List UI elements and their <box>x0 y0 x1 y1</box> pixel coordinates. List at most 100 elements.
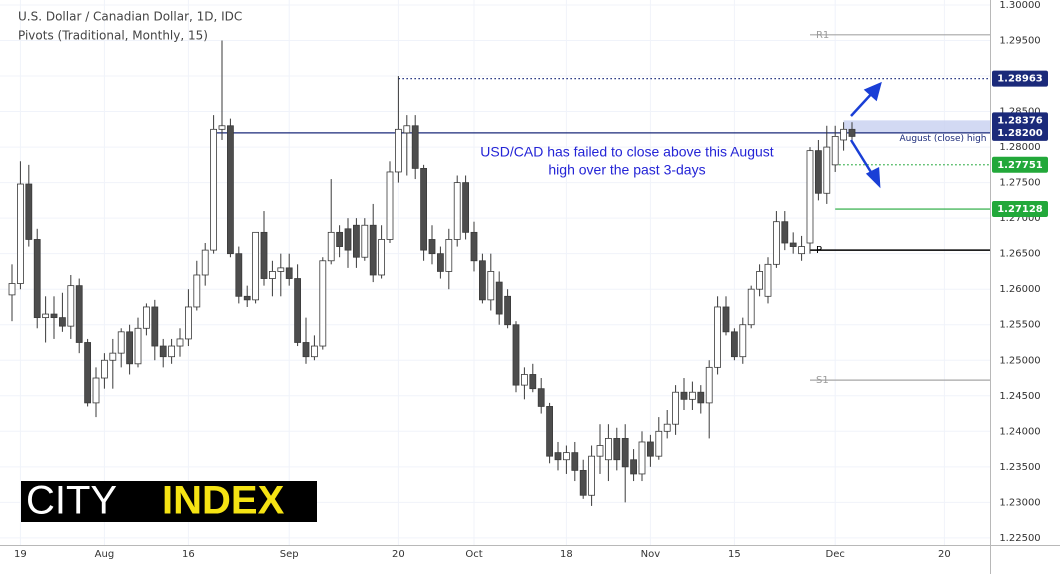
y-tick-label: 1.25000 <box>999 355 1040 366</box>
candle-body <box>353 224 360 258</box>
x-tick-label: Aug <box>95 549 115 560</box>
arrow-up-head <box>863 81 882 102</box>
candle-body <box>479 260 486 301</box>
candle-body <box>848 128 856 137</box>
candle-body <box>823 146 831 194</box>
candle-body <box>235 253 243 297</box>
price-label: 1.28963 <box>997 74 1043 85</box>
candle-body <box>411 125 419 169</box>
price-label-box <box>992 156 1048 173</box>
candle-body <box>495 281 503 315</box>
candle-body <box>546 406 553 457</box>
candle-body <box>84 342 92 404</box>
candle-body <box>109 352 117 361</box>
candle-body <box>512 324 520 386</box>
candle-body <box>621 438 629 468</box>
candle-body <box>277 267 285 272</box>
candle-body <box>386 171 394 240</box>
candle-body <box>571 452 579 471</box>
candle-body <box>806 150 814 244</box>
candle-body <box>327 231 335 262</box>
candle-body <box>537 388 545 407</box>
candle-body <box>772 221 780 265</box>
candle-body <box>655 430 663 457</box>
y-tick-label: 1.24500 <box>999 391 1040 402</box>
candle-body <box>814 150 822 194</box>
candle-body <box>8 283 16 296</box>
candle-body <box>840 128 847 141</box>
candle-body <box>428 239 436 255</box>
candle-body <box>596 445 604 457</box>
x-tick-label: 18 <box>560 549 573 560</box>
candle-body <box>714 306 721 368</box>
y-tick-label: 1.23500 <box>999 462 1040 473</box>
price-label-box <box>992 70 1048 87</box>
candle-body <box>445 239 453 272</box>
candle-body <box>529 374 537 390</box>
candle-body <box>17 183 24 284</box>
candle-body <box>126 331 134 365</box>
y-tick-label: 1.26500 <box>999 249 1040 260</box>
candle-body <box>688 391 696 400</box>
candle-body <box>294 278 302 343</box>
y-tick-label: 1.25500 <box>999 320 1040 331</box>
pivot-label: R1 <box>816 30 829 41</box>
candle-body <box>562 452 570 461</box>
annotation: USD/CAD has failed to close above this A… <box>480 144 773 160</box>
candle-body <box>663 423 671 432</box>
candle-body <box>520 374 528 386</box>
price-label: 1.28200 <box>997 128 1043 139</box>
candle-body <box>50 313 58 319</box>
candle-body <box>756 271 763 290</box>
candle-body <box>101 359 108 379</box>
y-tick-label: 1.26000 <box>999 284 1040 295</box>
candle-body <box>134 327 142 365</box>
candle-body <box>151 306 159 347</box>
candle-body <box>185 306 192 340</box>
candle-body <box>344 228 352 251</box>
candle-body <box>630 459 637 475</box>
candle-body <box>92 377 100 404</box>
plot: R1 P S1 August (close) high USD/CAD has fail… <box>8 30 990 506</box>
candle-body <box>159 345 167 358</box>
candle-body <box>59 317 66 327</box>
y-tick-label: 1.23000 <box>999 497 1040 508</box>
candle-body <box>143 306 150 329</box>
candle-body <box>420 168 428 251</box>
y-tick-label: 1.27500 <box>999 178 1040 189</box>
candle-body <box>604 438 612 461</box>
candle-body <box>798 246 805 255</box>
x-tick-label: Nov <box>641 549 661 560</box>
candle-body <box>252 231 260 301</box>
candle-body <box>781 221 789 244</box>
arrow-down <box>849 139 876 178</box>
candle-body <box>42 313 50 319</box>
price-label: 1.27128 <box>997 204 1043 215</box>
candle-body <box>369 224 377 276</box>
price-label-box <box>992 201 1048 218</box>
candle-body <box>311 345 318 358</box>
candle-body <box>638 441 646 475</box>
candle-body <box>227 125 234 255</box>
chart-subtitle: Pivots (Traditional, Monthly, 15) <box>18 29 208 43</box>
candle-body <box>579 469 587 496</box>
x-tick-label: 20 <box>938 549 951 560</box>
x-tick-label: 20 <box>392 549 405 560</box>
price-label: 1.28376 <box>997 115 1043 126</box>
candle-body <box>504 295 511 326</box>
candle-body <box>260 231 268 279</box>
candle-body <box>403 125 411 134</box>
y-tick-label: 1.30000 <box>999 0 1040 11</box>
logo-word: INDEX <box>162 479 285 523</box>
candle-body <box>722 306 730 333</box>
candle-body <box>554 452 562 461</box>
x-tick-label: Dec <box>826 549 845 560</box>
candle-body <box>210 128 218 251</box>
candle-body <box>764 263 772 297</box>
candle-body <box>33 239 41 319</box>
candle-body <box>336 231 344 247</box>
logo: CITY INDEX <box>21 479 317 523</box>
y-tick-label: 1.24000 <box>999 426 1040 437</box>
axes: 1.300001.295001.290001.285001.280001.275… <box>14 0 1048 560</box>
